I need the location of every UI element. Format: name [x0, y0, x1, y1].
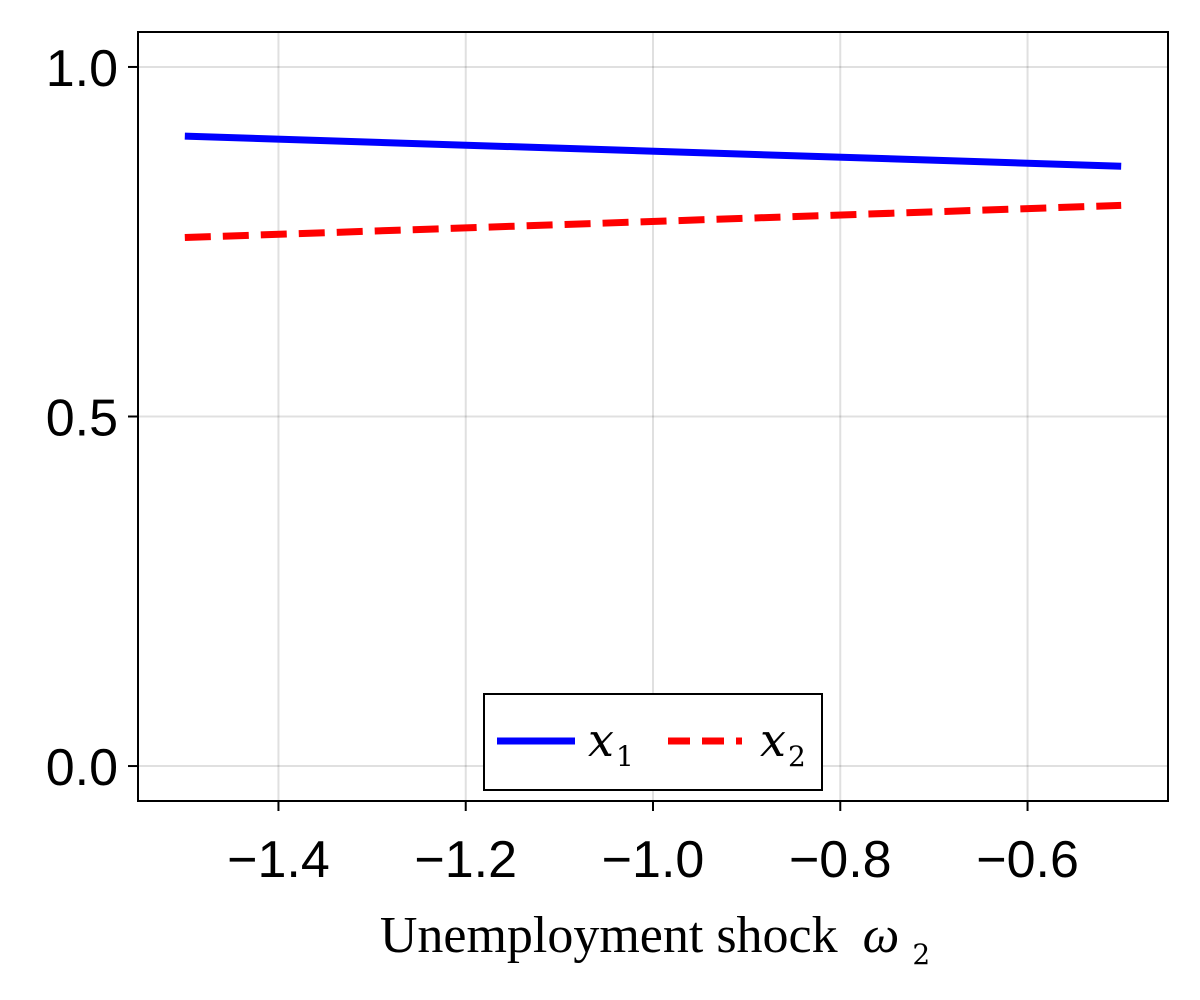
legend: x1 x2 — [483, 693, 823, 791]
legend-label-2: x2 — [760, 713, 806, 773]
series-layer — [184, 132, 1122, 242]
grid — [138, 32, 1168, 801]
series-line-1 — [184, 132, 1122, 170]
x-axis-title-subscript: 2 — [912, 938, 930, 971]
x-tick-label: −0.6 — [976, 831, 1079, 889]
legend-label-1: x1 — [588, 713, 634, 773]
x-axis-title: Unemployment shock ω 2 — [380, 907, 930, 971]
x-axis-title-symbol: ω — [863, 907, 900, 964]
svg-text:Unemployment shock ω: Unemployment shock ω 2 — [380, 907, 930, 971]
y-tick-label: 0.0 — [46, 739, 118, 797]
y-tick-label: 0.5 — [46, 390, 118, 448]
y-tick-label: 1.0 — [46, 40, 118, 98]
x-tick-label: −1.4 — [227, 831, 330, 889]
x-axis-title-text: Unemployment shock — [380, 907, 838, 964]
x-tick-label: −0.8 — [789, 831, 892, 889]
x-tick-label: −1.0 — [602, 831, 705, 889]
axis-ticks: −1.4 −1.2 −1.0 −0.8 −0.6 0.0 0.5 1.0 — [46, 40, 1079, 889]
x-tick-label: −1.2 — [414, 831, 517, 889]
series-line-2 — [184, 201, 1122, 242]
